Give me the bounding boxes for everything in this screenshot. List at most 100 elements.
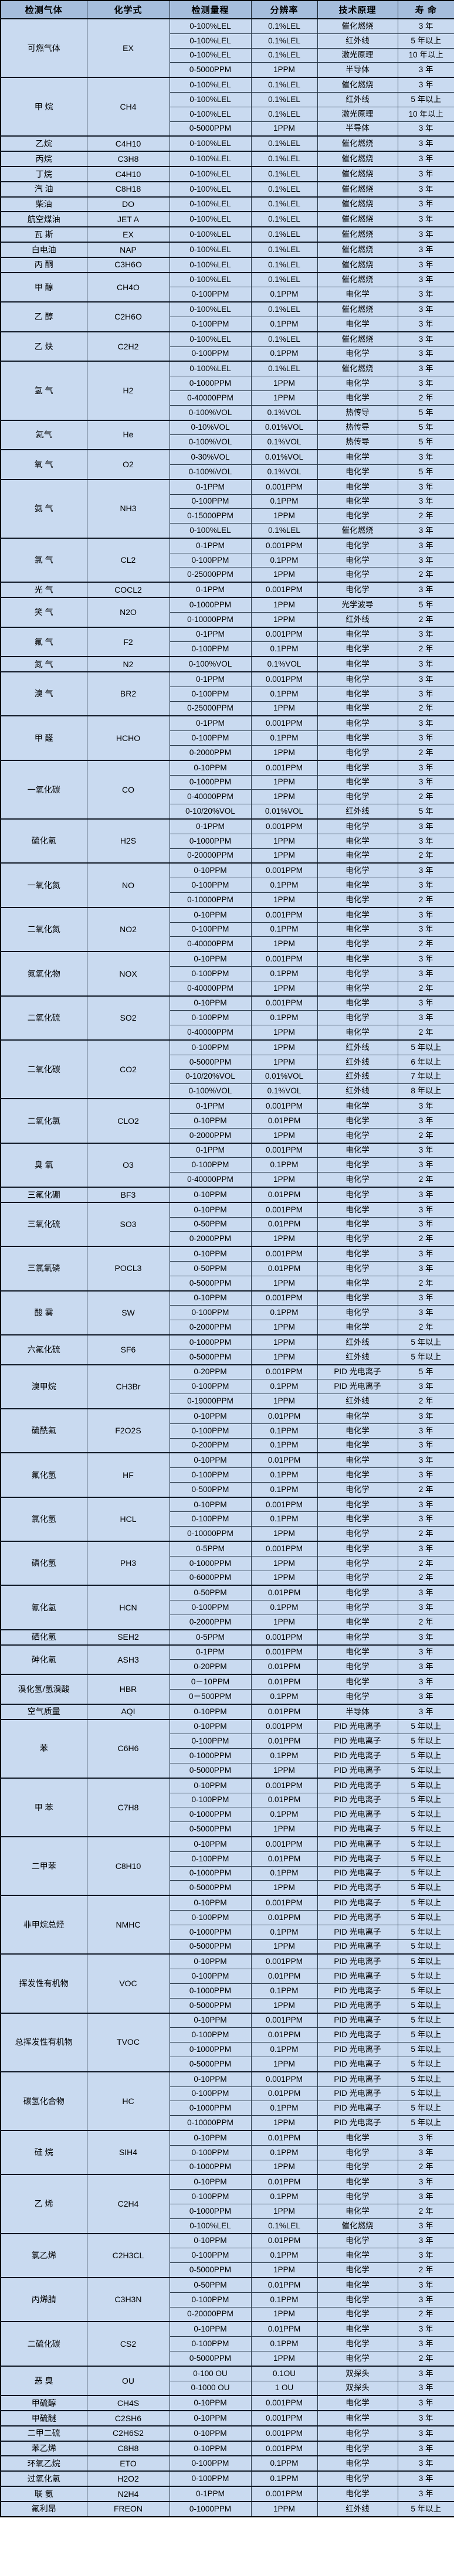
gas-name-cell: 光 气	[0, 582, 87, 598]
resolution-cell: 1PPM	[250, 2203, 318, 2219]
principle-cell: 热传导	[317, 405, 398, 421]
formula-cell: EX	[86, 18, 170, 78]
range-cell: 0-5PPM	[169, 1541, 252, 1557]
range-cell: 0-5000PPM	[169, 121, 252, 137]
resolution-cell: 1PPM	[250, 1570, 318, 1586]
range-cell: 0-40000PPM	[169, 789, 252, 805]
table-row: 丁烷 C4H10 0-100%LEL 0.1%LEL 催化燃烧 3 年	[0, 165, 454, 182]
lifespan-cell: 3 年	[397, 1113, 454, 1129]
principle-cell: 催化燃烧	[317, 196, 398, 212]
formula-cell: C4H10	[86, 165, 170, 182]
lifespan-cell: 2 年	[397, 1275, 454, 1292]
resolution-cell: 0.001PPM	[250, 759, 318, 776]
range-cell: 0-5000PPM	[169, 1821, 252, 1837]
formula-cell: DO	[86, 196, 170, 212]
principle-cell: 电化学	[317, 922, 398, 937]
resolution-cell: 1PPM	[250, 1334, 318, 1350]
principle-cell: 红外线	[317, 611, 398, 628]
lifespan-cell: 10 年以上	[397, 47, 454, 63]
principle-cell: 电化学	[317, 1201, 398, 1218]
resolution-cell: 1PPM	[250, 508, 318, 524]
range-cell: 0-10PPM	[169, 1246, 252, 1262]
resolution-cell: 0.1%LEL	[250, 361, 318, 377]
range-cell: 0-5000PPM	[169, 1275, 252, 1292]
resolution-cell: 0.001PPM	[250, 1364, 318, 1380]
formula-cell: C8H18	[86, 181, 170, 198]
resolution-cell: 0.01PPM	[250, 1703, 318, 1720]
range-cell: 0-10PPM	[169, 1113, 252, 1129]
range-cell: 0-1000PPM	[169, 2159, 252, 2175]
lifespan-cell: 3 年	[397, 759, 454, 776]
resolution-cell: 0.1%LEL	[250, 77, 318, 93]
range-cell: 0-10PPM	[169, 1836, 252, 1852]
principle-cell: 电化学	[317, 1305, 398, 1321]
range-cell: 0-5000PPM	[169, 1939, 252, 1955]
range-cell: 0-200PPM	[169, 1437, 252, 1453]
lifespan-cell: 3 年	[397, 2248, 454, 2264]
range-cell: 0-2000PPM	[169, 1320, 252, 1335]
principle-cell: 电化学	[317, 1260, 398, 1276]
table-row: 0-10000PPM 1PPM 电化学 2 年	[1, 1526, 454, 1542]
range-cell: 0-1000PPM	[169, 2042, 252, 2057]
resolution-cell: 0.1PPM	[250, 552, 318, 568]
principle-cell: 催化燃烧	[317, 181, 398, 198]
lifespan-cell: 3 年	[397, 1246, 454, 1262]
principle-cell: 电化学	[317, 2248, 398, 2264]
table-row: 氧 气 O2 0-30%VOL 0.01%VOL 电化学 3 年	[0, 449, 454, 480]
resolution-cell: 0.01PPM	[250, 2086, 318, 2102]
lifespan-cell: 3 年	[397, 1585, 454, 1601]
range-cell: 0-1000PPM	[169, 2101, 252, 2116]
lifespan-cell: 5 年以上	[397, 1939, 454, 1955]
range-cell: 0-5000PPM	[169, 2056, 252, 2072]
principle-cell: 电化学	[317, 2145, 398, 2160]
resolution-cell: 0.1%LEL	[250, 331, 318, 347]
resolution-cell: 0.001PPM	[250, 626, 318, 643]
table-row: 0-100%VOL 0.1%VOL 红外线 8 年以上	[1, 1083, 454, 1099]
principle-cell: 红外线	[317, 2500, 398, 2517]
lifespan-cell: 3 年	[397, 995, 454, 1011]
principle-cell: 电化学	[317, 1452, 398, 1469]
gas-name-cell: 笑 气	[0, 597, 87, 628]
resolution-cell: 0.01PPM	[250, 2027, 318, 2043]
range-cell: 0-100PPM	[169, 1910, 252, 1925]
lifespan-cell: 3 年	[397, 715, 454, 732]
resolution-cell: 0.01PPM	[250, 1260, 318, 1276]
resolution-cell: 0.01PPM	[250, 1186, 318, 1203]
range-cell: 0-100%LEL	[169, 106, 252, 122]
lifespan-cell: 5 年以上	[397, 2056, 454, 2072]
lifespan-cell: 2 年	[397, 1555, 454, 1571]
resolution-cell: 0.1%LEL	[250, 301, 318, 317]
table-row: 0-100PPM 0.01PPM PID 光电离子 5 年以上	[1, 2086, 454, 2102]
principle-cell: 电化学	[317, 1496, 398, 1513]
principle-cell: 红外线	[317, 1039, 398, 1055]
lifespan-cell: 3 年	[397, 1379, 454, 1395]
table-row: 空气质量 AQI 0-10PPM 0.01PPM 半导体 3 年	[0, 1703, 454, 1720]
lifespan-cell: 2 年	[397, 390, 454, 406]
table-row: 氯乙烯 C2H3CL 0-10PPM 0.01PPM 电化学 3 年	[0, 2232, 454, 2278]
resolution-cell: 0.01PPM	[250, 2129, 318, 2146]
principle-cell: PID 光电离子	[317, 1939, 398, 1955]
resolution-cell: 1PPM	[250, 1939, 318, 1955]
resolution-cell: 0.1PPM	[250, 1983, 318, 1999]
formula-cell: HBR	[86, 1674, 170, 1705]
range-cell: 0-1000PPM	[169, 1334, 252, 1350]
table-row: 硅 烷 SIH4 0-10PPM 0.01PPM 电化学 3 年	[0, 2129, 454, 2175]
range-cell: 0-1000PPM	[169, 376, 252, 391]
table-row: 0-1000PPM 0.1PPM PID 光电离子 5 年以上	[1, 2101, 454, 2116]
principle-cell: 电化学	[317, 774, 398, 790]
table-row: 0-200PPM 0.1PPM 电化学 3 年	[1, 1437, 454, 1453]
resolution-cell: 1PPM	[250, 1615, 318, 1630]
lifespan-cell: 2 年	[397, 1172, 454, 1188]
lifespan-cell: 5 年	[397, 434, 454, 450]
lifespan-cell: 2 年	[397, 789, 454, 805]
range-cell: 0-10PPM	[169, 1718, 252, 1735]
lifespan-cell: 3 年	[397, 1157, 454, 1173]
resolution-cell: 1PPM	[250, 121, 318, 137]
formula-cell: ETO	[86, 2455, 170, 2472]
range-cell: 0-10PPM	[169, 1953, 252, 1970]
table-row: 过氧化氢 H2O2 0-100PPM 0.1PPM 电化学 3 年	[0, 2470, 454, 2487]
range-cell: 0-2000PPM	[169, 745, 252, 761]
resolution-cell: 1PPM	[250, 1054, 318, 1070]
formula-cell: CH4O	[86, 271, 170, 303]
principle-cell: 催化燃烧	[317, 241, 398, 258]
